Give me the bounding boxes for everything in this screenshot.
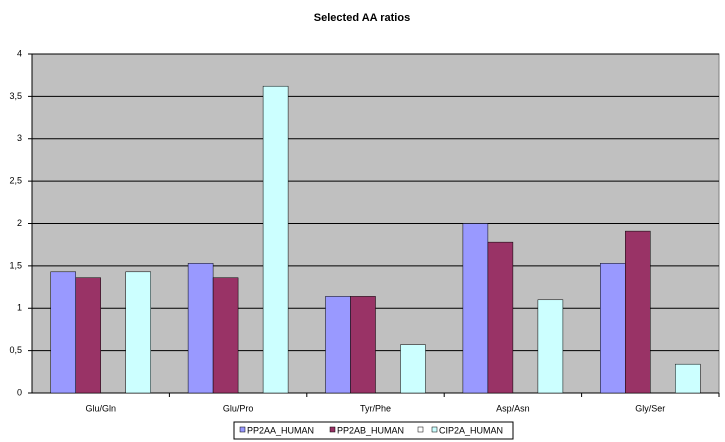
y-tick-label: 0 (17, 387, 22, 397)
legend-blank-swatch (417, 426, 424, 433)
x-tick-label: Glu/Pro (223, 403, 254, 413)
bar (325, 296, 351, 394)
y-tick-label: 1,5 (9, 260, 22, 270)
bar (675, 363, 701, 394)
bar (262, 85, 289, 394)
bar (187, 263, 214, 394)
y-tick-label: 2 (17, 218, 22, 228)
bar (75, 277, 101, 394)
x-tick-label: Glu/Gln (85, 403, 116, 413)
bar (625, 230, 651, 394)
legend-label: PP2AB_HUMAN (337, 425, 404, 435)
bar (400, 344, 426, 394)
bar (462, 223, 489, 394)
y-tick-label: 0,5 (9, 345, 22, 355)
legend-label: PP2AA_HUMAN (247, 425, 314, 435)
legend-swatch (431, 426, 438, 433)
bar (487, 241, 514, 394)
legend-swatch (329, 426, 336, 433)
y-tick-label: 3 (17, 133, 22, 143)
bar (350, 296, 376, 394)
bar (125, 271, 151, 394)
bar (50, 271, 76, 394)
legend-box (233, 421, 514, 440)
x-tick-label: Gly/Ser (635, 403, 665, 413)
y-tick-label: 2,5 (9, 176, 22, 186)
y-tick-label: 3,5 (9, 91, 22, 101)
x-tick-label: Tyr/Phe (360, 403, 391, 413)
bar (537, 299, 564, 394)
y-tick-label: 1 (17, 303, 22, 313)
bar (212, 277, 239, 394)
x-tick-label: Asp/Asn (496, 403, 530, 413)
chart-title: Selected AA ratios (314, 12, 410, 24)
y-tick-label: 4 (17, 48, 22, 58)
legend-label: CIP2A_HUMAN (439, 425, 503, 435)
legend-swatch (239, 426, 246, 433)
bar (600, 263, 626, 394)
